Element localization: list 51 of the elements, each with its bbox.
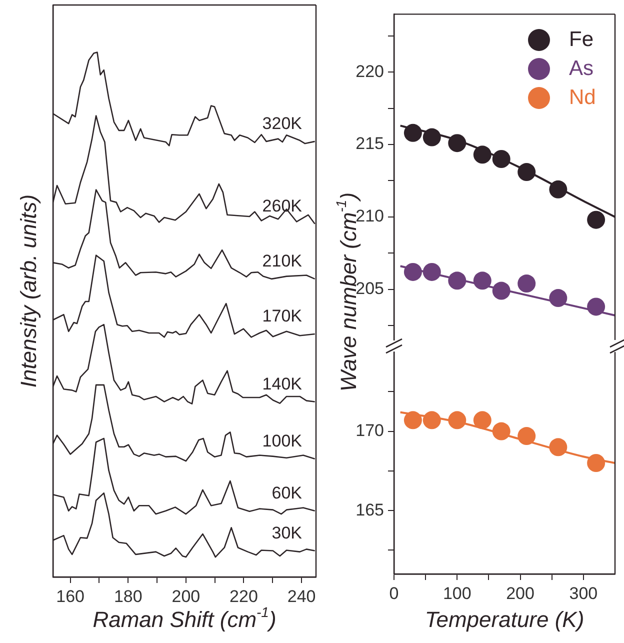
x-tick-label: 240: [287, 586, 316, 606]
legend-label: As: [569, 56, 594, 80]
x-tick-label: 160: [56, 586, 85, 606]
point: [549, 438, 568, 456]
x-tick-label: 200: [506, 584, 534, 603]
point: [492, 422, 510, 440]
point: [549, 289, 568, 308]
legend-label: Fe: [569, 28, 594, 51]
point: [492, 150, 510, 168]
legend-label: Nd: [569, 86, 596, 109]
point: [492, 282, 510, 300]
point: [473, 146, 492, 164]
point: [404, 262, 422, 281]
point: [448, 411, 466, 430]
series-label: 210K: [262, 252, 303, 271]
series-label: 30K: [272, 523, 303, 542]
point: [518, 163, 536, 182]
series-label: 140K: [262, 374, 303, 394]
y-axis-title: Intensity (arb. units): [16, 194, 42, 388]
point: [448, 134, 466, 152]
point: [473, 411, 492, 430]
x-tick-label: 300: [569, 584, 598, 603]
y-tick-label: 165: [356, 500, 384, 520]
series-label: 100K: [262, 432, 303, 451]
x-axis-title: Temperature (K): [424, 607, 584, 632]
y-tick-label: 215: [356, 134, 384, 154]
point: [404, 411, 422, 430]
y-tick-label: 220: [356, 62, 384, 81]
x-tick-label: 220: [230, 586, 258, 606]
point: [587, 298, 606, 316]
point: [422, 411, 441, 430]
point: [448, 272, 466, 290]
point: [587, 210, 606, 229]
x-tick-label: 0: [389, 584, 399, 603]
point: [518, 427, 536, 446]
point: [473, 272, 492, 290]
x-tick-label: 200: [172, 586, 200, 606]
series-label: 260K: [262, 196, 303, 216]
point: [404, 124, 422, 142]
y-tick-label: 170: [356, 420, 384, 440]
line-series: [399, 265, 615, 316]
point: [587, 454, 606, 472]
series-label: 170K: [262, 306, 303, 326]
series-label: 320K: [262, 114, 303, 134]
point: [422, 262, 441, 281]
point: [518, 274, 536, 293]
x-tick-label: 180: [114, 586, 142, 606]
point: [422, 128, 441, 146]
point: [549, 180, 568, 198]
series-label: 60K: [272, 484, 303, 503]
x-tick-label: 100: [442, 584, 472, 603]
